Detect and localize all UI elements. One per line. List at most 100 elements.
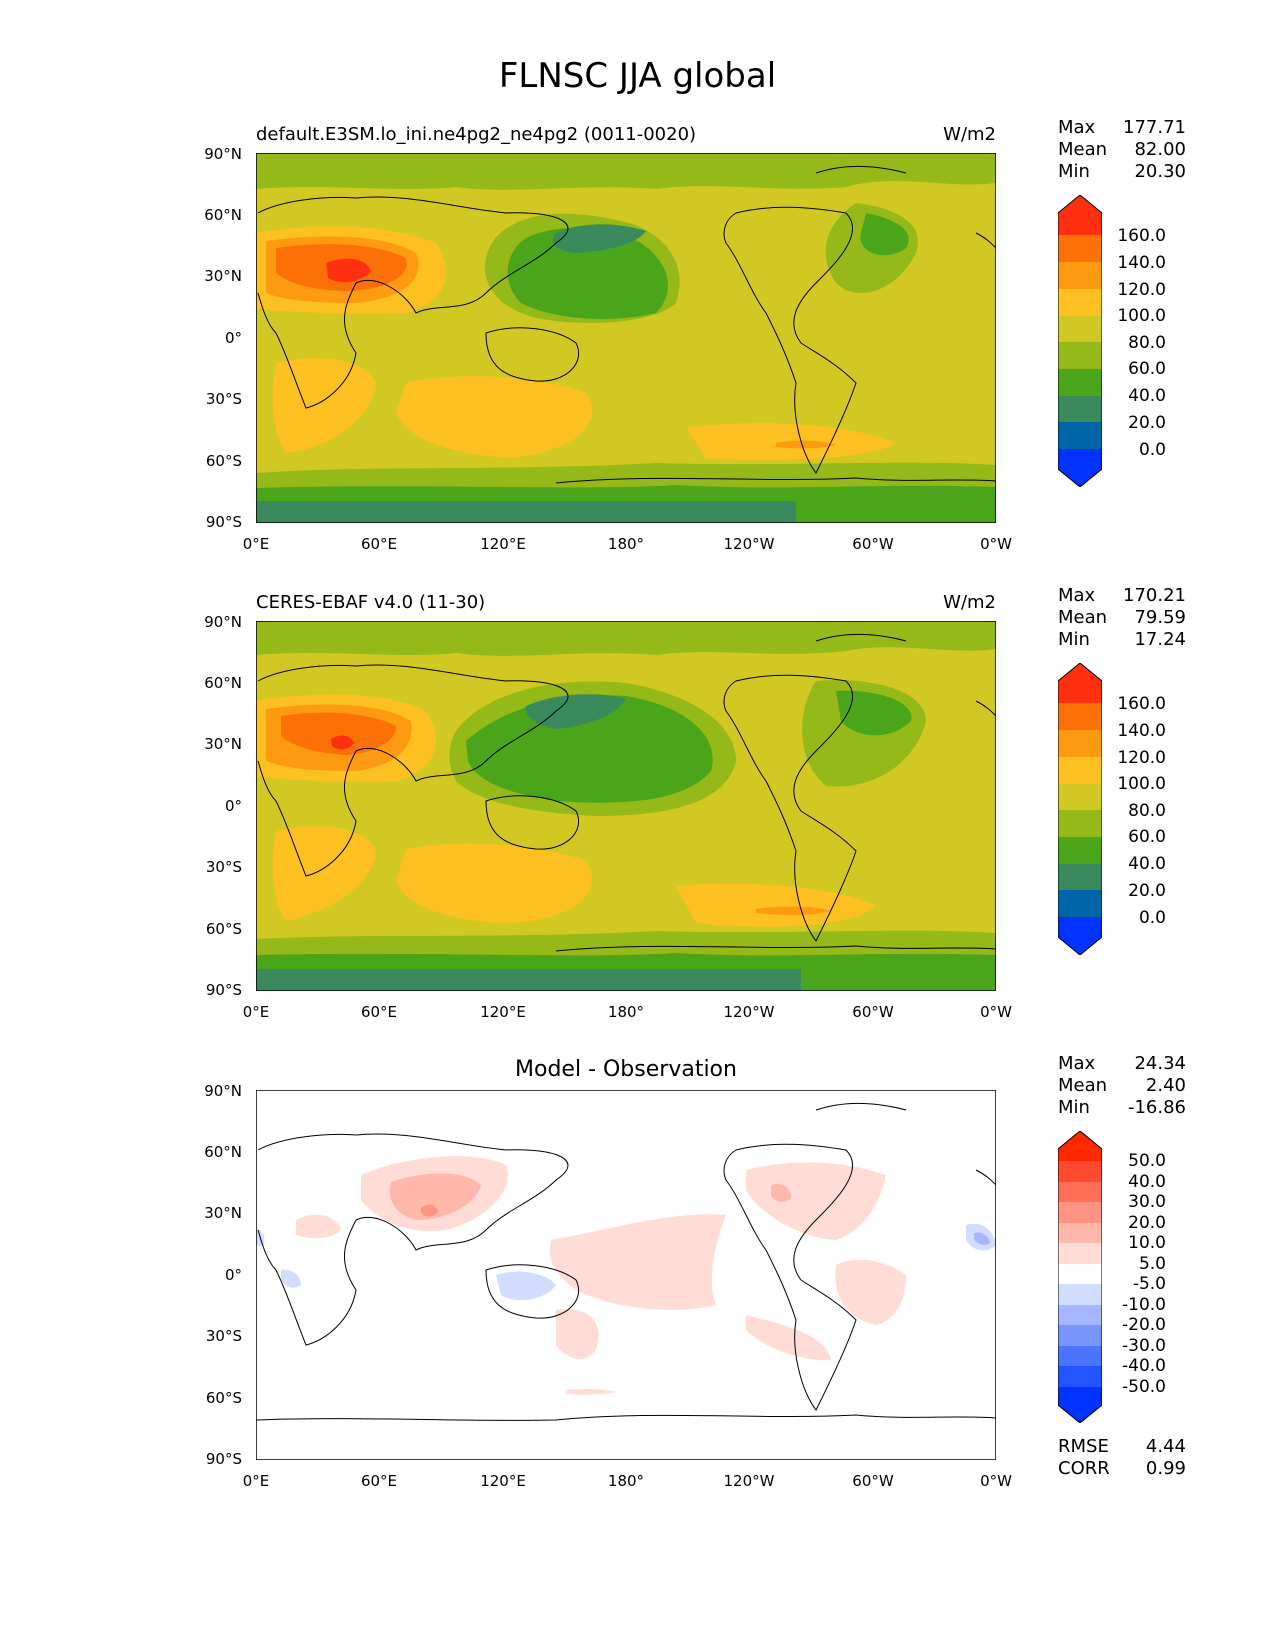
panel3-stats: Max 24.34 Mean 2.40 Min -16.86 xyxy=(1058,1053,1186,1119)
stat-min-label: Min xyxy=(1058,161,1090,182)
panel3-metrics: RMSE 4.44 CORR 0.99 xyxy=(1058,1436,1186,1480)
stat-mean-label: Mean xyxy=(1058,607,1108,628)
panel1-ytick-0: 0° xyxy=(224,329,242,347)
panel3-colorbar xyxy=(1057,1130,1103,1427)
metric-corr-label: CORR xyxy=(1058,1458,1110,1479)
stat-min-value: 17.24 xyxy=(1134,629,1186,650)
panel1-cb-label-140: 140.0 xyxy=(1117,253,1166,273)
panel2-stats: Max 170.21 Mean 79.59 Min 17.24 xyxy=(1058,585,1186,651)
panel1-map xyxy=(256,153,996,523)
panel2-cb-label-120: 120.0 xyxy=(1117,748,1166,768)
panel2-cb-label-160: 160.0 xyxy=(1117,694,1166,714)
panel1-cb-label-160: 160.0 xyxy=(1117,226,1166,246)
stat-min-label: Min xyxy=(1058,1097,1090,1118)
panel3-cb-label-neg10: -10.0 xyxy=(1122,1295,1166,1315)
panel1-ytick-60n: 60°N xyxy=(204,206,242,224)
panel3-cb-label-40: 40.0 xyxy=(1128,1172,1166,1192)
stat-max-value: 170.21 xyxy=(1123,585,1186,606)
panel3-xtick-120w: 120°W xyxy=(723,1472,775,1490)
panel1-cb-label-80: 80.0 xyxy=(1128,333,1166,353)
stat-mean-value: 79.59 xyxy=(1134,607,1186,628)
panel3-cb-label-neg30: -30.0 xyxy=(1122,1336,1166,1356)
panel1-colorbar xyxy=(1057,194,1103,491)
stat-max-label: Max xyxy=(1058,1053,1096,1074)
stat-min-value: -16.86 xyxy=(1127,1097,1186,1118)
panel3-ytick-90s: 90°S xyxy=(205,1450,242,1468)
metric-rmse-value: 4.44 xyxy=(1145,1436,1186,1457)
metric-corr-value: 0.99 xyxy=(1145,1458,1186,1479)
panel2-xtick-60w: 60°W xyxy=(852,1003,894,1021)
panel3-cb-label-neg5: -5.0 xyxy=(1132,1274,1166,1294)
panel1-stats: Max 177.71 Mean 82.00 Min 20.30 xyxy=(1058,117,1186,183)
panel3-xtick-180: 180° xyxy=(607,1472,645,1490)
panel3-xtick-60w: 60°W xyxy=(852,1472,894,1490)
panel1-ytick-90s: 90°S xyxy=(205,513,242,531)
panel3-cb-label-30: 30.0 xyxy=(1128,1192,1166,1212)
panel2-ytick-0: 0° xyxy=(224,797,242,815)
figure-title: FLNSC JJA global xyxy=(498,56,777,96)
panel3-xtick-120e: 120°E xyxy=(480,1472,526,1490)
panel1-cb-label-120: 120.0 xyxy=(1117,280,1166,300)
metric-rmse-label: RMSE xyxy=(1058,1436,1109,1457)
panel1-title: default.E3SM.lo_ini.ne4pg2_ne4pg2 (0011-… xyxy=(256,124,697,145)
panel2-map xyxy=(256,621,996,991)
panel2-units: W/m2 xyxy=(943,592,996,613)
panel3-ytick-30n: 30°N xyxy=(204,1204,242,1222)
panel1-cb-label-40: 40.0 xyxy=(1128,386,1166,406)
panel3-cb-label-50: 50.0 xyxy=(1128,1151,1166,1171)
panel2-cb-label-140: 140.0 xyxy=(1117,721,1166,741)
panel2-xtick-60e: 60°E xyxy=(360,1003,398,1021)
panel2-ytick-90s: 90°S xyxy=(205,981,242,999)
panel3-ytick-60n: 60°N xyxy=(204,1143,242,1161)
panel3-cb-label-10: 10.0 xyxy=(1128,1233,1166,1253)
panel1-ytick-30s: 30°S xyxy=(205,390,242,408)
stat-mean-value: 82.00 xyxy=(1134,139,1186,160)
panel1-xtick-60e: 60°E xyxy=(360,535,398,553)
panel2-ytick-90n: 90°N xyxy=(204,613,242,631)
stat-max-label: Max xyxy=(1058,117,1096,138)
stat-min-label: Min xyxy=(1058,629,1090,650)
panel3-cb-label-neg40: -40.0 xyxy=(1122,1356,1166,1376)
panel2-ytick-30s: 30°S xyxy=(205,858,242,876)
panel2-ytick-60s: 60°S xyxy=(205,920,242,938)
panel1-xtick-60w: 60°W xyxy=(852,535,894,553)
panel1-xtick-120w: 120°W xyxy=(723,535,775,553)
panel2-colorbar xyxy=(1057,662,1103,959)
panel2-xtick-120e: 120°E xyxy=(480,1003,526,1021)
panel2-cb-label-80: 80.0 xyxy=(1128,801,1166,821)
panel3-title: Model - Observation xyxy=(515,1057,737,1082)
stat-mean-value: 2.40 xyxy=(1145,1075,1186,1096)
panel2-title: CERES-EBAF v4.0 (11-30) xyxy=(256,592,486,613)
panel1-cb-label-0: 0.0 xyxy=(1138,440,1166,460)
stat-mean-label: Mean xyxy=(1058,139,1108,160)
panel3-cb-label-neg50: -50.0 xyxy=(1122,1377,1166,1397)
panel2-xtick-120w: 120°W xyxy=(723,1003,775,1021)
panel3-cb-label-20: 20.0 xyxy=(1128,1213,1166,1233)
panel2-cb-label-20: 20.0 xyxy=(1128,881,1166,901)
panel3-ytick-30s: 30°S xyxy=(205,1327,242,1345)
panel1-xtick-120e: 120°E xyxy=(480,535,526,553)
panel2-xtick-0e: 0°E xyxy=(242,1003,270,1021)
panel1-xtick-0e: 0°E xyxy=(242,535,270,553)
panel1-ytick-30n: 30°N xyxy=(204,267,242,285)
panel3-xtick-0e: 0°E xyxy=(242,1472,270,1490)
panel1-cb-label-20: 20.0 xyxy=(1128,413,1166,433)
panel3-cb-label-5: 5.0 xyxy=(1138,1254,1166,1274)
panel1-cb-label-60: 60.0 xyxy=(1128,359,1166,379)
panel2-ytick-60n: 60°N xyxy=(204,674,242,692)
panel3-map xyxy=(256,1090,996,1460)
panel2-cb-label-100: 100.0 xyxy=(1117,774,1166,794)
panel3-xtick-60e: 60°E xyxy=(360,1472,398,1490)
panel1-units: W/m2 xyxy=(943,124,996,145)
panel1-cb-label-100: 100.0 xyxy=(1117,306,1166,326)
panel1-ytick-90n: 90°N xyxy=(204,145,242,163)
panel3-ytick-60s: 60°S xyxy=(205,1389,242,1407)
stat-min-value: 20.30 xyxy=(1134,161,1186,182)
panel3-ytick-90n: 90°N xyxy=(204,1082,242,1100)
panel2-xtick-180: 180° xyxy=(607,1003,645,1021)
panel2-xtick-0w: 0°W xyxy=(980,1003,1012,1021)
panel2-cb-label-60: 60.0 xyxy=(1128,827,1166,847)
panel1-xtick-180: 180° xyxy=(607,535,645,553)
panel1-ytick-60s: 60°S xyxy=(205,452,242,470)
stat-mean-label: Mean xyxy=(1058,1075,1108,1096)
